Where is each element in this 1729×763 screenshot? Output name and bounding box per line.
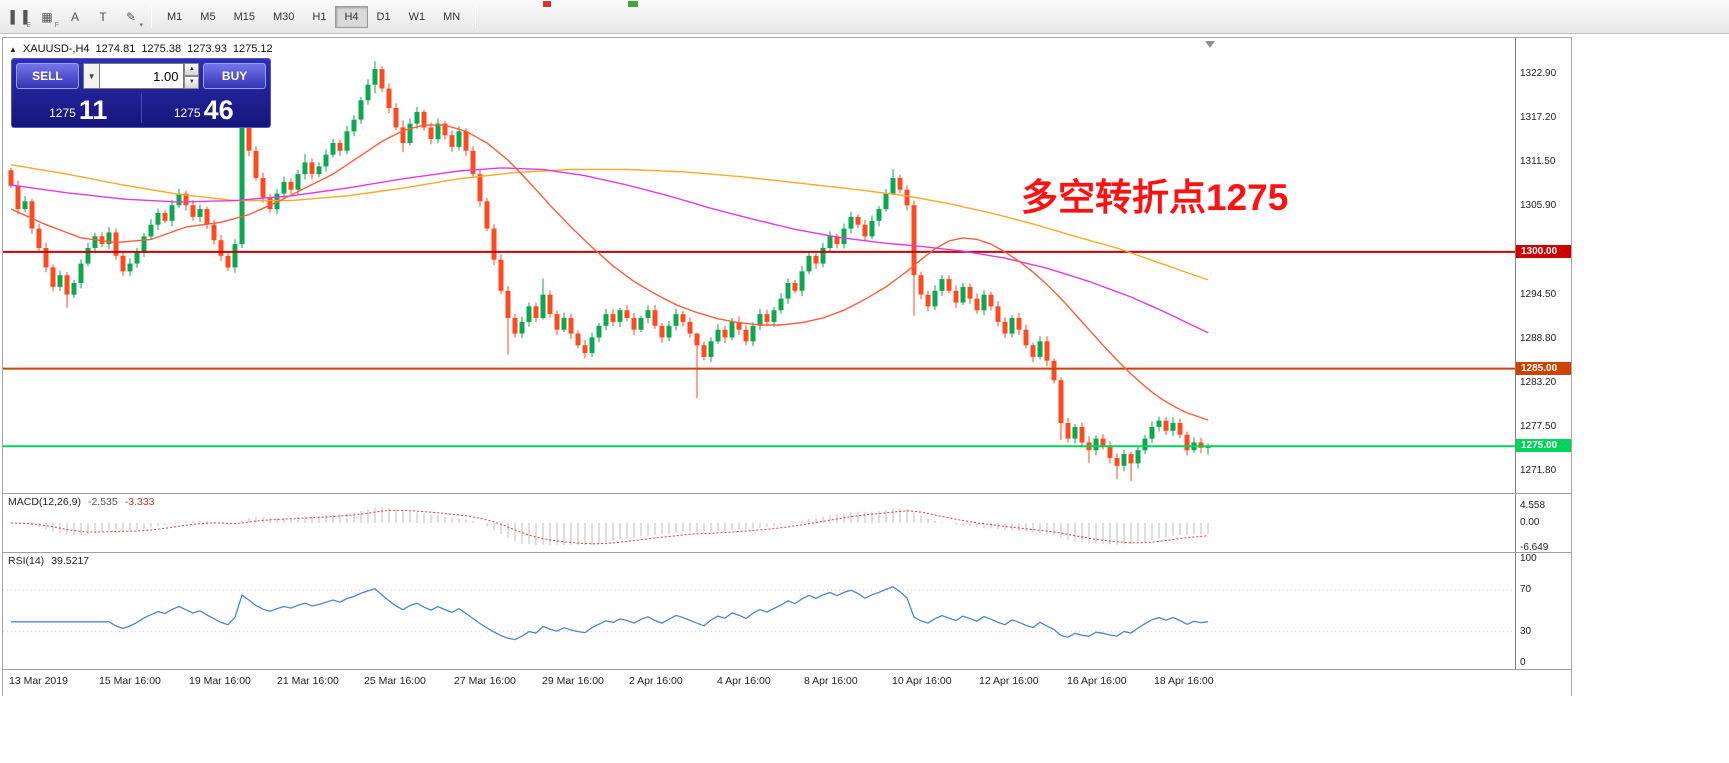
toolbar-separator bbox=[475, 5, 477, 28]
time-axis-label: 13 Mar 2019 bbox=[9, 675, 68, 687]
chart-annotation-text[interactable]: 多空转折点1275 bbox=[1021, 177, 1289, 218]
timeframe-button-m30[interactable]: M30 bbox=[272, 10, 295, 23]
rsi-axis-label: 0 bbox=[1520, 657, 1526, 668]
volume-spinner: ▲ ▼ bbox=[184, 63, 200, 89]
chart-type-icon[interactable]: ▌▐ E bbox=[10, 9, 31, 29]
price-axis-label: 1305.90 bbox=[1520, 200, 1557, 211]
toolbar-separator bbox=[151, 5, 152, 28]
timeframe-button-h4[interactable]: H4 bbox=[335, 5, 368, 28]
macd-axis-label: -6.649 bbox=[1520, 542, 1549, 553]
macd-value-signal: -3.333 bbox=[124, 496, 155, 508]
bid-price-small: 1275 bbox=[49, 106, 76, 120]
time-axis-label: 8 Apr 16:00 bbox=[804, 675, 858, 687]
buy-button[interactable]: BUY bbox=[203, 63, 266, 89]
time-axis-label: 2 Apr 16:00 bbox=[629, 675, 683, 687]
rsi-axis-label: 30 bbox=[1520, 625, 1532, 637]
rsi-value: 39.5217 bbox=[51, 555, 90, 567]
ask-price: 1275 46 bbox=[142, 95, 267, 125]
hline-badge-1300: 1300.00 bbox=[1516, 244, 1571, 258]
grid-icon[interactable]: ▦ F bbox=[41, 9, 59, 29]
price-axis-label: 1311.50 bbox=[1520, 156, 1556, 168]
sell-button[interactable]: SELL bbox=[16, 63, 79, 89]
timeframe-button-mn[interactable]: MN bbox=[443, 10, 461, 23]
time-axis-label: 21 Mar 16:00 bbox=[277, 675, 339, 687]
toolbar-icon-group: ▌▐ E ▦ F A T ✎ ▾ bbox=[5, 5, 145, 29]
time-axis-label: 12 Apr 16:00 bbox=[979, 675, 1039, 687]
bid-price-big: 11 bbox=[78, 95, 108, 125]
ask-price-big: 46 bbox=[203, 95, 234, 125]
macd-axis-label: 4.558 bbox=[1520, 499, 1546, 511]
price-axis-label: 1271.80 bbox=[1520, 465, 1557, 477]
volume-dropdown[interactable]: ▼ bbox=[82, 63, 101, 89]
rsi-label: RSI(14) 39.5217 bbox=[8, 555, 96, 567]
time-axis-label: 16 Apr 16:00 bbox=[1067, 675, 1127, 687]
pane-divider[interactable] bbox=[3, 493, 1571, 494]
timeframe-button-w1[interactable]: W1 bbox=[408, 10, 426, 23]
timeframe-button-d1[interactable]: D1 bbox=[376, 10, 391, 23]
price-scale[interactable] bbox=[1515, 38, 1571, 670]
price-axis-label: 1294.50 bbox=[1520, 288, 1557, 300]
hline-badge-1285: 1285.00 bbox=[1516, 361, 1571, 375]
time-axis-label: 27 Mar 16:00 bbox=[454, 675, 516, 687]
time-axis-label: 29 Mar 16:00 bbox=[542, 675, 604, 687]
price-divider bbox=[140, 93, 142, 123]
volume-input[interactable] bbox=[100, 63, 185, 89]
price-axis-label: 1288.80 bbox=[1520, 333, 1557, 344]
bid-price: 1275 11 bbox=[16, 95, 141, 125]
time-axis-label: 18 Apr 16:00 bbox=[1154, 675, 1214, 687]
toolbar-red-mark bbox=[543, 1, 551, 7]
text-box-icon[interactable]: T bbox=[99, 9, 107, 24]
price-axis-label: 1277.50 bbox=[1520, 420, 1557, 432]
ohlc-high: 1275.38 bbox=[141, 43, 182, 55]
volume-spinner-up-icon[interactable]: ▲ bbox=[184, 63, 200, 76]
time-axis-label: 25 Mar 16:00 bbox=[364, 675, 426, 687]
time-axis-label: 4 Apr 16:00 bbox=[717, 675, 771, 687]
rsi-axis-label: 100 bbox=[1520, 553, 1537, 564]
ask-price-small: 1275 bbox=[173, 106, 201, 120]
hline-badge-1275: 1275.00 bbox=[1516, 439, 1571, 453]
top-toolbar: ▌▐ E ▦ F A T ✎ ▾ M1 M5 M15 M30 H1 H4 D1 W1 MN bbox=[0, 0, 1729, 34]
timeframe-button-m5[interactable]: M5 bbox=[200, 10, 216, 23]
time-axis-label: 15 Mar 16:00 bbox=[99, 675, 161, 687]
symbol-arrow-icon: ▲ bbox=[9, 45, 17, 54]
toolbar-green-mark bbox=[628, 1, 638, 7]
chart-window: ▲ XAUUSD-,H4 1274.81 1275.38 1273.93 1275.12 … bbox=[2, 37, 1572, 696]
ohlc-open: 1274.81 bbox=[95, 43, 136, 55]
timeframe-button-m15[interactable]: M15 bbox=[233, 10, 255, 23]
price-axis-label: 1322.90 bbox=[1520, 67, 1557, 79]
timeframe-button-group: M1 M5 M15 M30 H1 H4 D1 W1 MN bbox=[158, 5, 469, 28]
macd-canvas[interactable] bbox=[3, 494, 1515, 552]
macd-axis-label: 0.00 bbox=[1520, 517, 1540, 528]
rsi-name: RSI(14) bbox=[8, 555, 45, 567]
timeframe-button-m1[interactable]: M1 bbox=[167, 10, 183, 23]
price-axis-label: 1317.20 bbox=[1520, 112, 1557, 124]
main-chart-canvas[interactable] bbox=[3, 38, 1515, 493]
timeframe-button-h1[interactable]: H1 bbox=[312, 10, 327, 23]
pane-divider bbox=[3, 669, 1571, 670]
rsi-axis-label: 70 bbox=[1520, 584, 1532, 596]
draw-objects-icon[interactable]: ✎ ▾ bbox=[125, 9, 143, 29]
macd-label: MACD(12,26,9) -2.535 -3.333 bbox=[8, 496, 162, 508]
time-scale[interactable] bbox=[3, 670, 1571, 696]
price-axis-label: 1283.20 bbox=[1520, 376, 1557, 388]
text-annotation-icon[interactable]: A bbox=[70, 9, 79, 24]
chart-shift-marker[interactable] bbox=[1205, 41, 1215, 48]
rsi-canvas[interactable] bbox=[3, 553, 1515, 669]
ohlc-header: ▲ XAUUSD-,H4 1274.81 1275.38 1273.93 1275.12 bbox=[9, 43, 279, 55]
pane-divider[interactable] bbox=[3, 552, 1571, 553]
macd-name: MACD(12,26,9) bbox=[8, 496, 81, 508]
time-axis-label: 10 Apr 16:00 bbox=[892, 675, 952, 687]
time-axis-label: 19 Mar 16:00 bbox=[189, 675, 251, 687]
ohlc-close: 1275.12 bbox=[232, 43, 273, 55]
ohlc-low: 1273.93 bbox=[187, 43, 227, 55]
macd-value-main: -2.535 bbox=[87, 496, 118, 508]
volume-spinner-down-icon[interactable]: ▼ bbox=[184, 76, 200, 89]
symbol-title: XAUUSD-,H4 bbox=[22, 43, 90, 55]
